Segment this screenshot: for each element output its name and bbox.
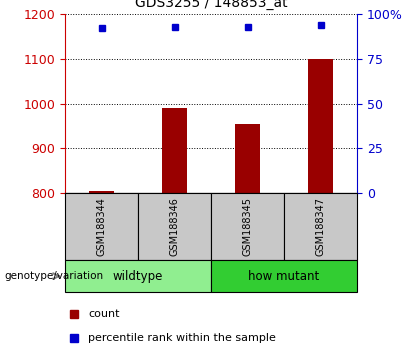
Text: genotype/variation: genotype/variation (4, 271, 103, 281)
Title: GDS3255 / 148853_at: GDS3255 / 148853_at (135, 0, 287, 10)
Bar (65, 260, 211, 292)
Bar (162, 108, 187, 193)
Bar (235, 124, 260, 193)
Bar (89, 191, 114, 193)
Bar (211, 260, 357, 292)
Text: GSM188346: GSM188346 (170, 197, 180, 256)
Bar (138, 193, 211, 260)
Bar (65, 193, 138, 260)
Text: GSM188344: GSM188344 (97, 197, 107, 256)
Text: GSM188345: GSM188345 (242, 197, 252, 256)
Text: wildtype: wildtype (113, 270, 163, 282)
Bar (284, 193, 357, 260)
Text: how mutant: how mutant (248, 270, 320, 282)
Bar (308, 59, 333, 193)
Text: GSM188347: GSM188347 (315, 197, 326, 256)
Bar (211, 193, 284, 260)
Text: percentile rank within the sample: percentile rank within the sample (89, 333, 276, 343)
Text: count: count (89, 309, 120, 319)
